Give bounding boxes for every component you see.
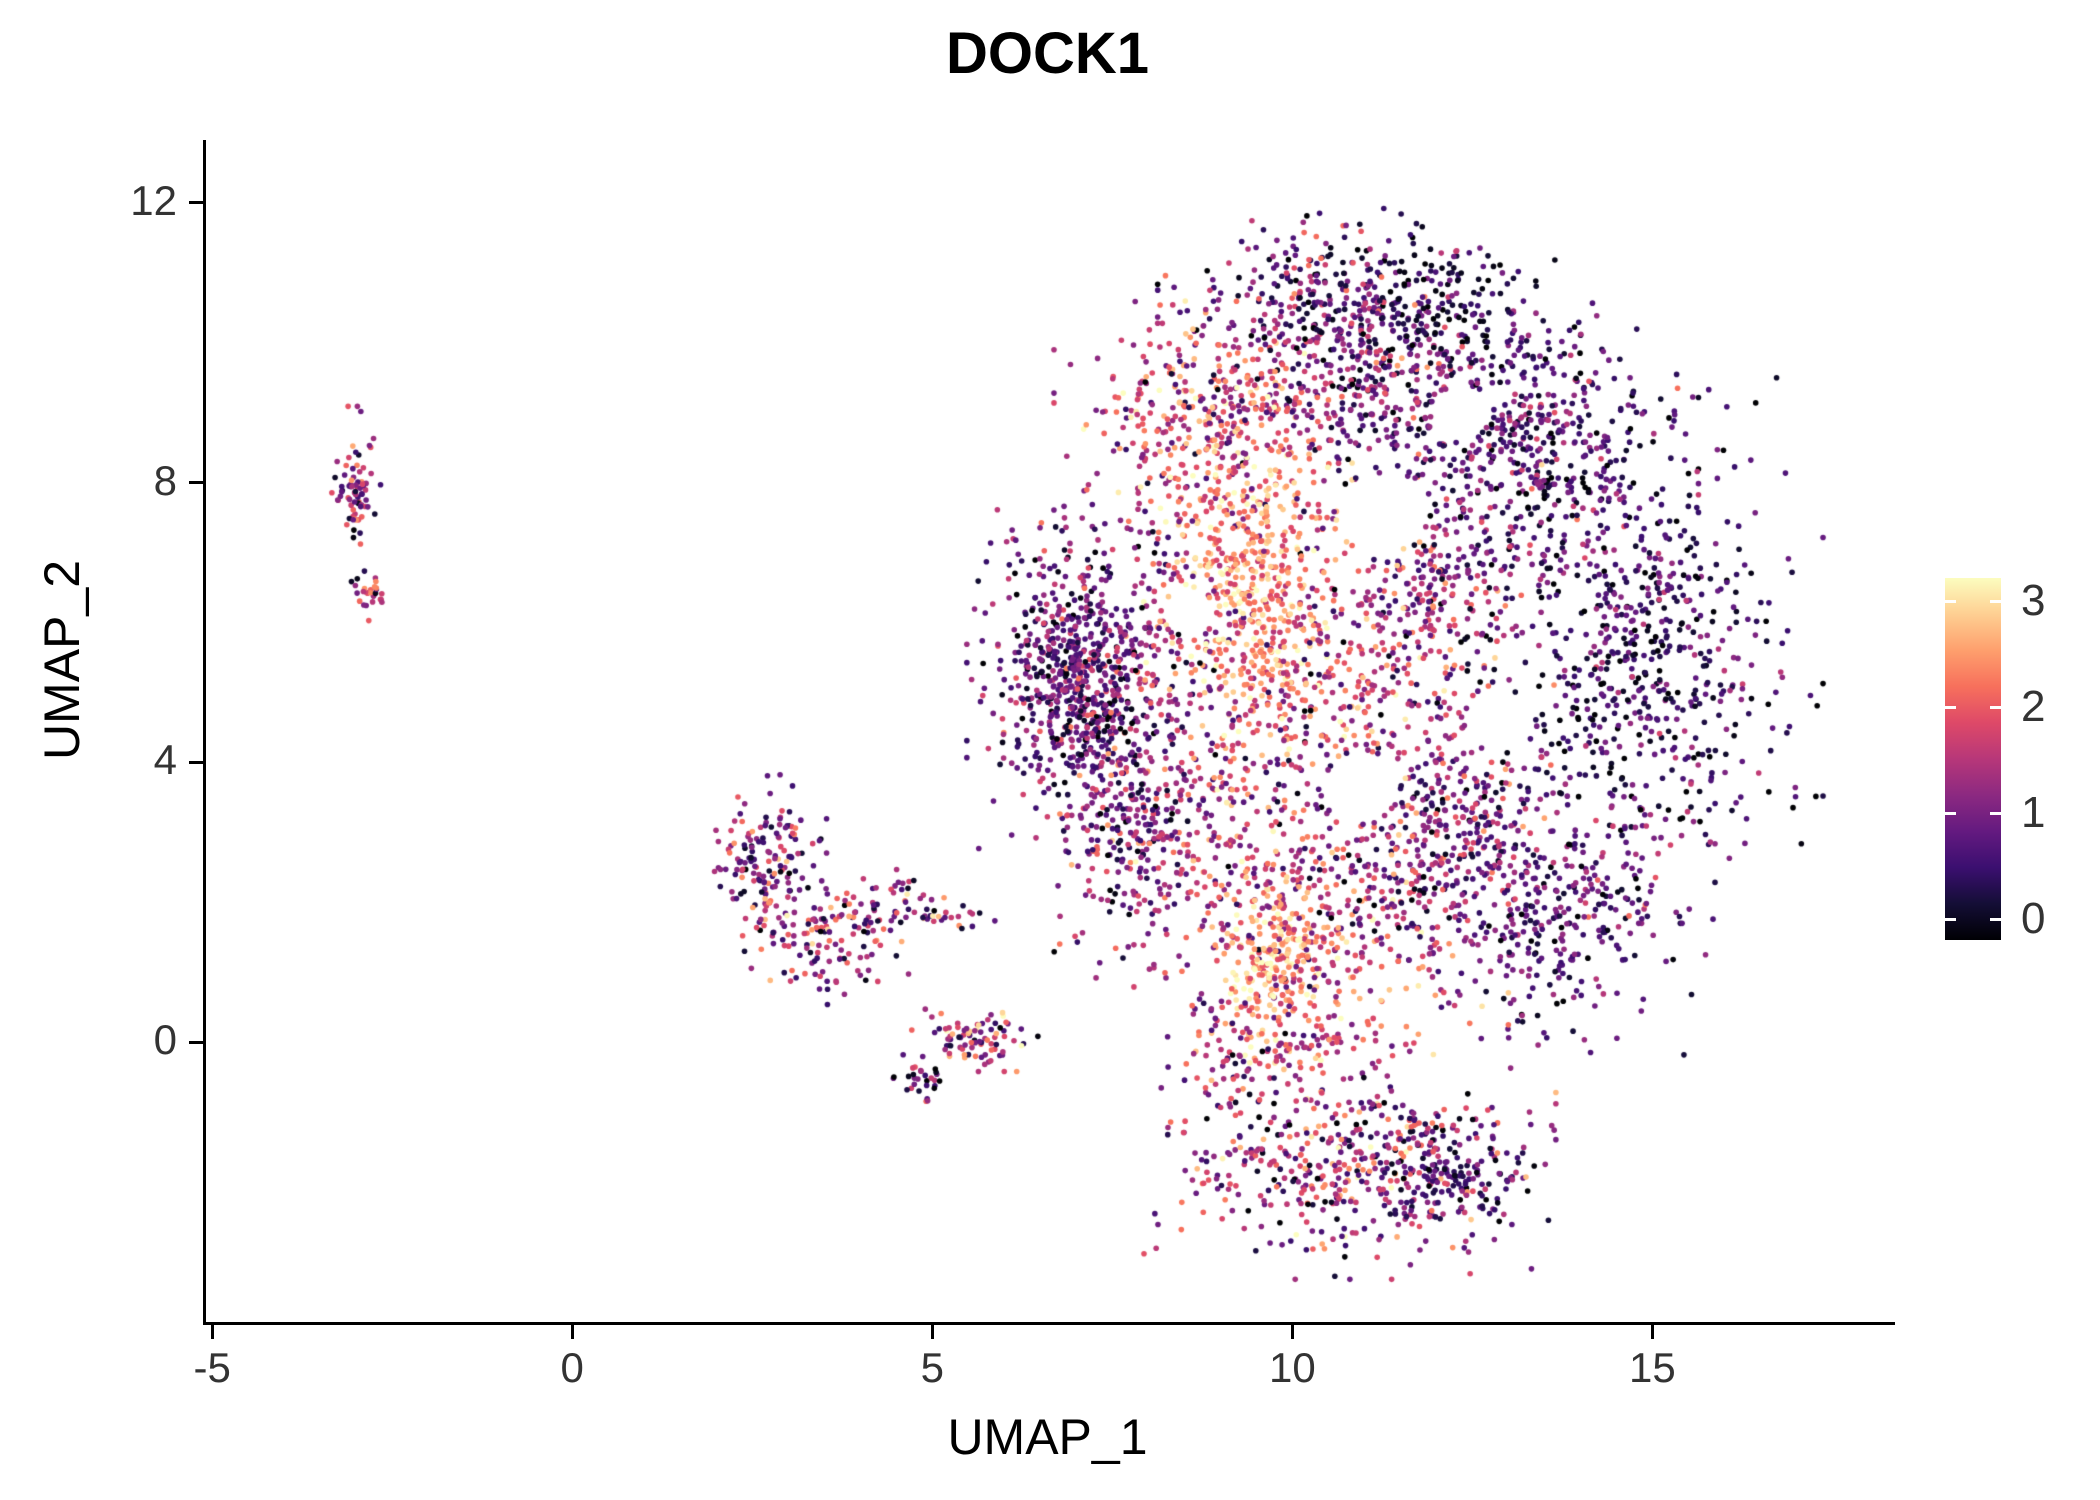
- y-axis-line: [203, 140, 206, 1325]
- colorbar-tick-label: 1: [2021, 788, 2046, 837]
- y-tick-mark: [189, 201, 203, 205]
- colorbar-tick-mark: [1945, 811, 1956, 815]
- colorbar-tick-mark: [1945, 705, 1956, 709]
- x-axis-title: UMAP_1: [947, 1409, 1148, 1465]
- y-tick-mark: [189, 1040, 203, 1044]
- y-tick-label: 0: [153, 1016, 177, 1064]
- x-tick-mark: [930, 1325, 934, 1339]
- colorbar-tick-label: 0: [2021, 894, 2046, 943]
- x-tick-mark: [210, 1325, 214, 1339]
- colorbar-tick-mark: [1945, 917, 1956, 921]
- colorbar-tick-mark: [1990, 599, 2001, 603]
- colorbar-tick-mark: [1990, 811, 2001, 815]
- x-tick-label: 0: [560, 1344, 584, 1391]
- colorbar-tick-mark: [1990, 705, 2001, 709]
- colorbar-tick-label: 2: [2021, 682, 2046, 731]
- colorbar-tick-label: 3: [2021, 576, 2046, 625]
- x-tick-label: 15: [1629, 1344, 1676, 1391]
- x-tick-label: 10: [1268, 1344, 1316, 1391]
- colorbar-tick-mark: [1990, 917, 2001, 921]
- colorbar-tick-mark: [1945, 599, 1956, 603]
- colorbar-gradient: [1945, 578, 2001, 940]
- x-axis-line: [203, 1322, 1895, 1325]
- y-tick-mark: [189, 481, 203, 485]
- x-tick-mark: [1290, 1325, 1294, 1339]
- y-tick-label: 12: [130, 176, 177, 224]
- x-tick-label: -5: [193, 1344, 231, 1391]
- y-tick-label: 8: [153, 456, 177, 504]
- x-tick-mark: [1650, 1325, 1654, 1339]
- x-tick-label: 5: [920, 1344, 944, 1391]
- x-tick-mark: [570, 1325, 574, 1339]
- y-tick-label: 4: [153, 736, 177, 784]
- y-tick-mark: [189, 760, 203, 764]
